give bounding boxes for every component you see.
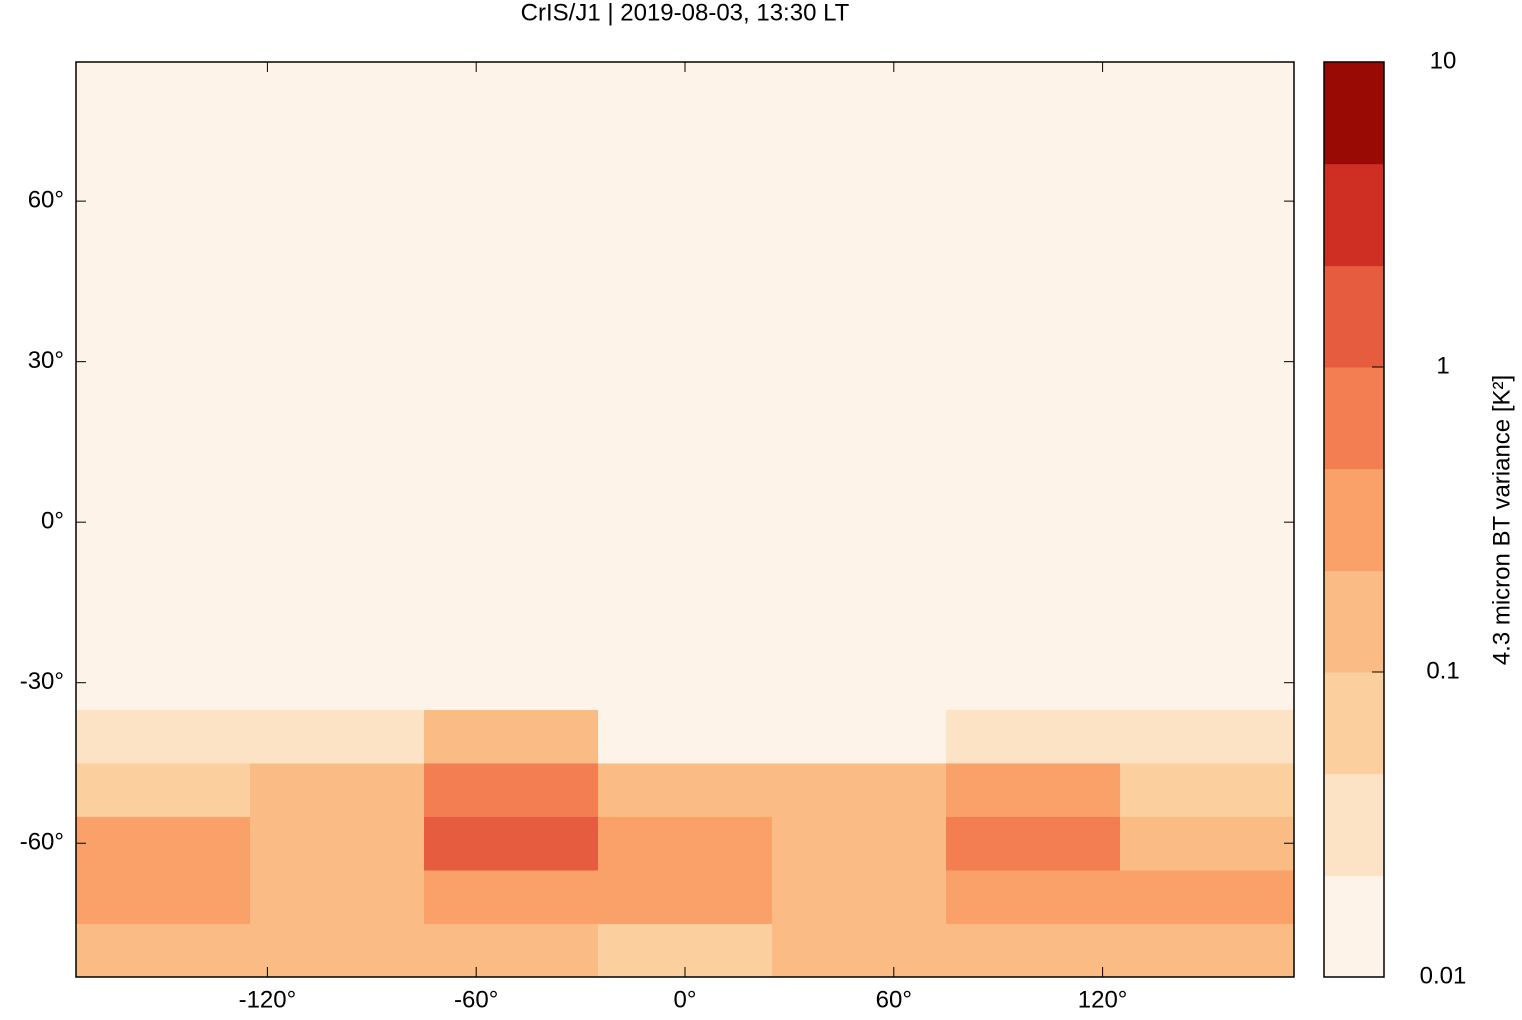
map-cell (946, 709, 1121, 764)
map-cell (946, 762, 1121, 817)
map-cell (598, 869, 773, 924)
map-cell (772, 816, 947, 871)
map-cell (1120, 923, 1295, 978)
map-cell (598, 709, 773, 764)
colorbar-band (1324, 773, 1384, 877)
map-cell (946, 62, 1121, 710)
x-tick-label: 0° (674, 986, 697, 1013)
map-cell (76, 709, 251, 764)
colorbar-band (1324, 62, 1384, 165)
map-cell (1120, 816, 1295, 871)
map-cell (772, 869, 947, 924)
map-cell (424, 816, 599, 871)
x-tick-label: 60° (876, 986, 912, 1013)
map-cell (598, 62, 773, 710)
map-cell (598, 762, 773, 817)
map-cell (250, 869, 425, 924)
chart-title: CrIS/J1 | 2019-08-03, 13:30 LT (521, 0, 850, 26)
colorbar-label: 4.3 micron BT variance [K²] (1488, 375, 1515, 665)
map-cell (76, 923, 251, 978)
map-cell (1120, 762, 1295, 817)
map-cell (76, 762, 251, 817)
colorbar-tick-label: 10 (1430, 47, 1457, 74)
y-tick-label: 30° (28, 347, 64, 374)
x-tick-label: 120° (1078, 986, 1128, 1013)
colorbar-tick-label: 0.01 (1420, 962, 1467, 989)
map-cell (772, 762, 947, 817)
map-cell (946, 816, 1121, 871)
map-cell (946, 869, 1121, 924)
colorbar-band (1324, 672, 1384, 775)
map-cell (946, 923, 1121, 978)
map-cell (772, 923, 947, 978)
y-tick-label: -30° (20, 668, 64, 695)
map-cell (424, 869, 599, 924)
map-cell (1120, 709, 1295, 764)
colorbar-band (1324, 163, 1384, 267)
colorbar-band (1324, 570, 1384, 673)
map-cell (76, 62, 251, 710)
colorbar-frame (1323, 61, 1385, 978)
map-cell (1120, 869, 1295, 924)
map-cell (250, 709, 425, 764)
map-cell (76, 816, 251, 871)
map-cell (76, 869, 251, 924)
map-cell (772, 709, 947, 764)
map-cell (424, 709, 599, 764)
colorbar-band (1324, 875, 1384, 978)
map-cell (424, 62, 599, 710)
colorbar-tick-label: 1 (1436, 352, 1449, 379)
map-cell (598, 816, 773, 871)
map-cell (424, 762, 599, 817)
map-cell (1120, 62, 1295, 710)
y-tick-label: 0° (41, 508, 64, 535)
map-cell (250, 923, 425, 978)
map-cell (250, 762, 425, 817)
y-tick-label: -60° (20, 829, 64, 856)
map-cell (424, 923, 599, 978)
x-tick-label: -120° (239, 986, 297, 1013)
colorbar-band (1324, 265, 1384, 368)
colorbar-tick-label: 0.1 (1426, 657, 1459, 684)
map-cell (250, 62, 425, 710)
colorbar-band (1324, 468, 1384, 572)
y-tick-label: 60° (28, 186, 64, 213)
map-cell (772, 62, 947, 710)
map-cell (250, 816, 425, 871)
x-tick-label: -60° (454, 986, 498, 1013)
colorbar-band (1324, 367, 1384, 470)
